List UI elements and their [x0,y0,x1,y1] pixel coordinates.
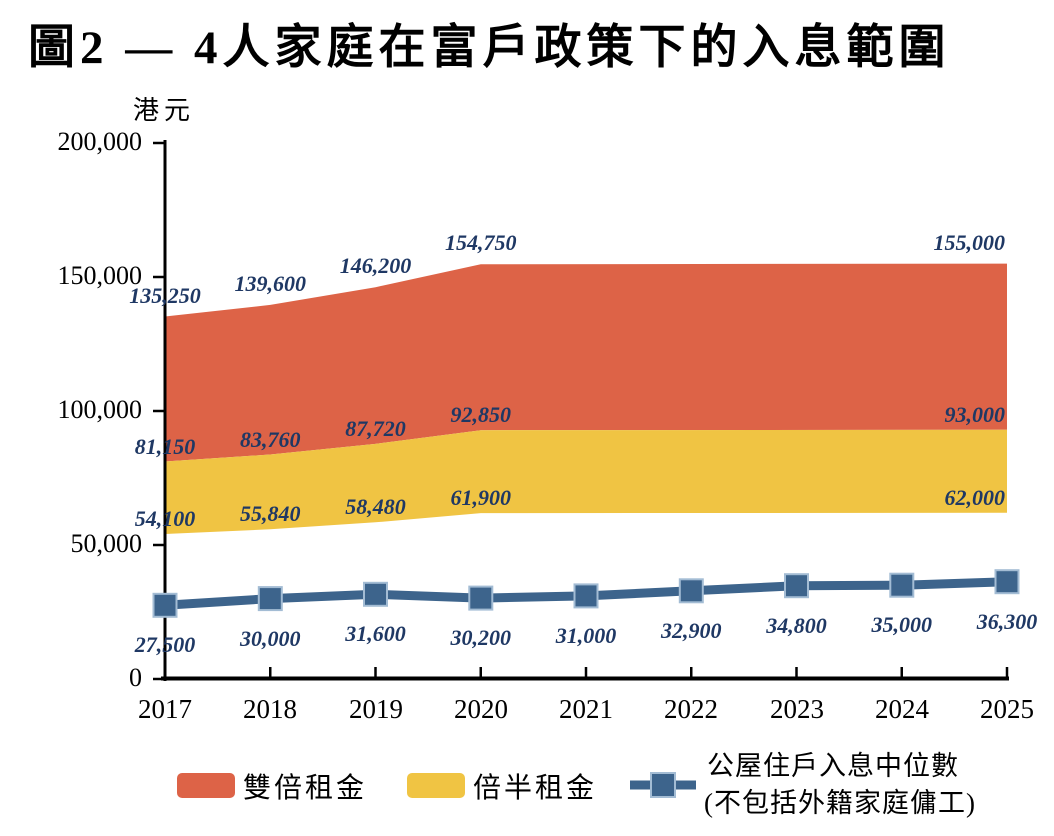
y-tick-label-200000: 200,000 [57,127,143,156]
data-label-median_income-2017: 27,500 [134,632,196,658]
data-label-one_and_half_upper-2017: 81,150 [134,433,196,459]
legend-label-double-rent: 雙倍租金 [243,773,368,804]
x-tick-label-2018: 2018 [243,694,297,724]
x-tick-label-2025: 2025 [980,694,1034,724]
data-label-median_income-2024: 35,000 [871,612,933,638]
median-income-marker [468,585,494,611]
median-income-marker [257,586,283,612]
data-label-double_rent_upper-2017: 135,250 [129,282,201,308]
one-and-half-rent-band [165,429,1007,534]
data-label-median_income-2019: 31,600 [345,621,406,647]
median-income-marker [678,578,704,604]
x-tick-label-2019: 2019 [349,694,403,724]
x-tick-label-2022: 2022 [664,694,718,724]
x-tick-label-2021: 2021 [559,694,613,724]
data-label-double_rent_upper-2020: 154,750 [445,230,517,256]
y-tick-label-100000: 100,000 [57,395,143,424]
legend-label-median-line1: 公屋住戶入息中位數 [707,751,959,781]
x-tick-label-2017: 2017 [138,694,192,724]
data-label-one_and_half_upper-2019: 87,720 [345,415,406,441]
data-label-median_income-2025: 36,300 [976,608,1038,634]
data-label-one_and_half_lower-2017: 54,100 [134,506,196,531]
median-income-marker [363,581,388,607]
legend-swatch-double-rent [177,773,235,798]
data-label-median_income-2018: 30,000 [240,625,301,651]
y-tick-label-0: 0 [129,663,142,692]
median-income-marker [889,572,915,598]
legend-swatch-one-and-half-rent [407,773,465,798]
data-label-one_and_half_lower-2020: 61,900 [450,485,512,511]
double-rent-band [165,263,1007,462]
page-title: 圖2 — 4人家庭在富戶政策下的入息範圍 [28,22,951,74]
median-income-marker [152,592,178,618]
data-label-one_and_half_upper-2025: 93,000 [944,401,1006,427]
median-income-marker [573,583,599,609]
data-label-one_and_half_upper-2018: 83,760 [240,426,301,452]
data-label-one_and_half_lower-2025: 62,000 [944,484,1006,510]
x-tick-label-2023: 2023 [770,694,824,724]
legend-label-median-line2: (不包括外籍家庭傭工) [704,788,976,818]
legend-marker-median-line-icon [630,772,696,798]
median-income-marker [994,569,1020,595]
x-tick-label-2020: 2020 [454,694,508,724]
data-label-one_and_half_upper-2020: 92,850 [450,402,512,428]
legend-label-one-and-half-rent: 倍半租金 [473,773,598,804]
x-tick-label-2024: 2024 [875,694,929,724]
data-label-median_income-2021: 31,000 [555,622,617,648]
y-axis-unit-label: 港元 [133,96,196,125]
y-tick-label-150000: 150,000 [57,261,143,290]
data-label-median_income-2023: 34,800 [766,612,827,638]
median-income-marker [784,573,809,599]
data-label-double_rent_upper-2019: 146,200 [339,253,412,279]
data-label-median_income-2022: 32,900 [661,617,722,643]
y-tick-label-50000: 50,000 [70,529,143,558]
data-label-double_rent_upper-2018: 139,600 [234,270,307,296]
data-label-one_and_half_lower-2019: 58,480 [345,494,406,520]
data-label-double_rent_upper-2025: 155,000 [933,229,1006,255]
data-label-median_income-2020: 30,200 [450,625,512,651]
data-label-one_and_half_lower-2018: 55,840 [240,501,301,527]
